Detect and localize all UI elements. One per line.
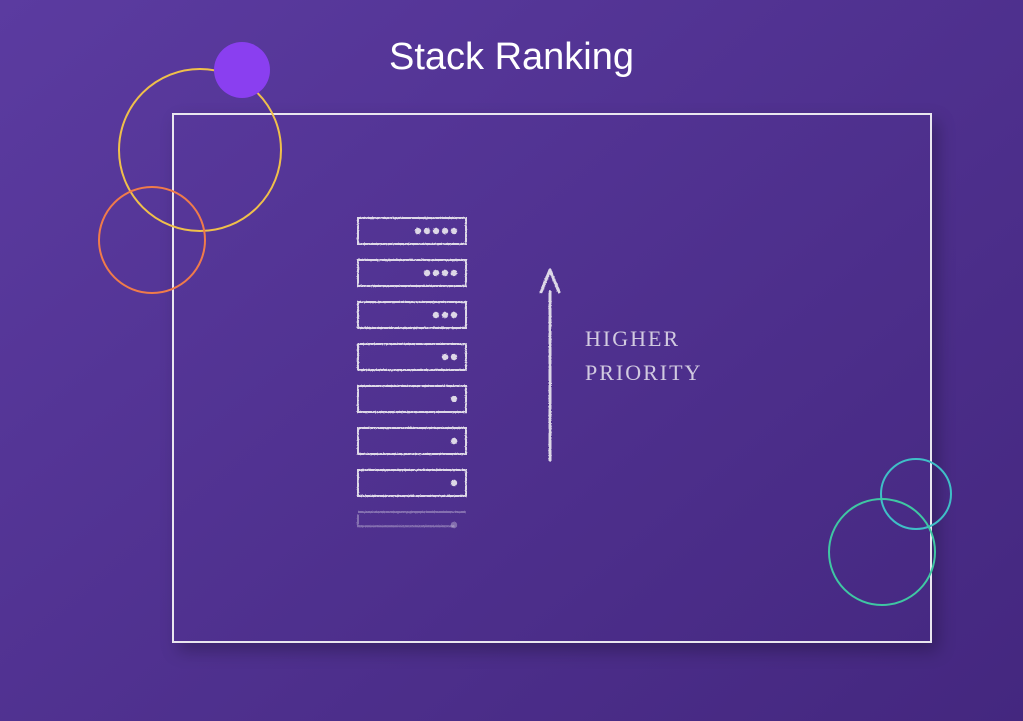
stack-row [358, 260, 466, 286]
priority-label-line: PRIORITY [585, 360, 702, 385]
priority-label-line: HIGHER [585, 326, 680, 351]
purple-dot [214, 42, 270, 98]
stage: Stack Ranking HIGHERPRIORITY [0, 0, 1023, 721]
priority-stack [358, 218, 466, 528]
stack-row [358, 512, 466, 528]
stack-row [358, 218, 466, 244]
stack-row [358, 428, 466, 454]
orange-ring [98, 186, 206, 294]
stack-row [358, 302, 466, 328]
teal-ring-2 [828, 498, 936, 606]
priority-label: HIGHER PRIORITY [585, 326, 702, 385]
priority-arrow-icon [541, 270, 559, 460]
stack-row [358, 386, 466, 412]
stack-row [358, 344, 466, 370]
stack-row [358, 470, 466, 496]
